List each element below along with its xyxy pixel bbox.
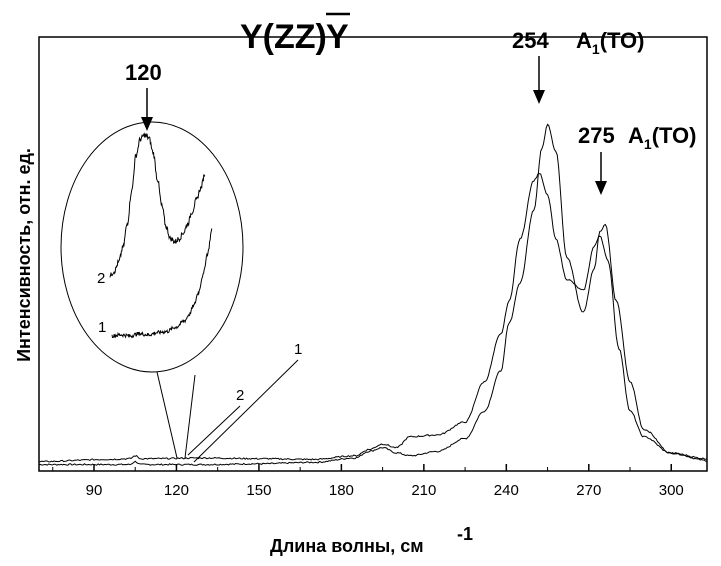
inset-curve-label-1: 1: [98, 319, 106, 336]
series-group: [38, 123, 708, 466]
inset-curve-label-2: 2: [97, 270, 105, 287]
inset-ellipse: [60, 121, 244, 373]
peak-275-arrowhead: [595, 181, 607, 195]
chart-title: Y(ZZ): [240, 18, 327, 56]
x-tick-label: 180: [329, 482, 354, 499]
peak-254-arrowhead: [533, 90, 545, 104]
x-tick-label: 270: [576, 482, 601, 499]
y-axis-title: Интенсивность, отн. ед.: [14, 148, 34, 362]
x-tick-label: 150: [246, 482, 271, 499]
peak-254-mode: A1(TO): [576, 28, 645, 57]
series-line-1: [38, 123, 708, 466]
series-line-2: [38, 173, 708, 463]
inset-peak-label: 120: [125, 60, 162, 85]
x-tick-label: 120: [164, 482, 189, 499]
peak-254-label: 254: [512, 28, 549, 53]
inset-peak-arrowhead: [141, 117, 153, 131]
curve-leader-2: [187, 405, 241, 456]
curve-label-2: 2: [236, 387, 244, 404]
inset-connector-right: [184, 374, 196, 459]
inset-group: [109, 132, 213, 339]
chart-title-overline-letter: Y: [326, 18, 349, 56]
curve-leader-1: [193, 359, 299, 463]
x-tick-label: 90: [86, 482, 103, 499]
x-axis-title-superscript: -1: [457, 524, 473, 544]
x-tick-label: 240: [494, 482, 519, 499]
inset-series-1: [111, 228, 213, 339]
curve-label-1: 1: [294, 341, 302, 358]
plot-frame: [38, 36, 708, 472]
peak-275-label: 275: [578, 123, 615, 148]
peak-275-mode: A1(TO): [628, 123, 697, 152]
inset-series-2: [109, 132, 206, 278]
x-axis-title: Длина волны, см: [270, 536, 424, 556]
inset-connector-left: [156, 371, 178, 459]
x-axis: 90 120 150 180 210 240 270 300: [52, 464, 684, 499]
x-tick-label: 300: [659, 482, 684, 499]
x-tick-label: 210: [411, 482, 436, 499]
